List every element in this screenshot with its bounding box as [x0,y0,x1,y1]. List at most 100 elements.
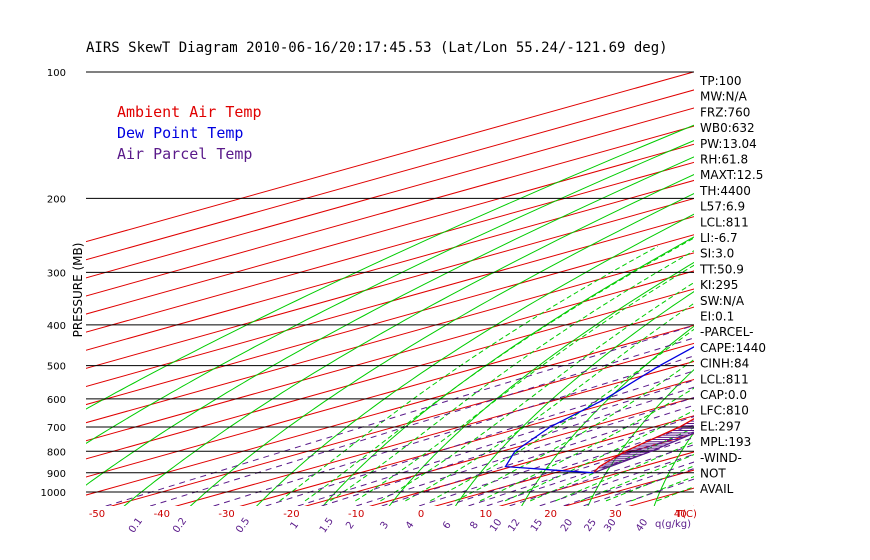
isotherm-line [86,270,694,442]
index-entry: LCL:811 [700,372,749,386]
mixing-ratio-label: 1 [289,520,302,532]
dry-adiabat-line [786,72,870,509]
mixing-ratio-line [354,397,694,506]
index-entry: MAXT:12.5 [700,168,763,182]
mixing-ratio-line [148,337,694,506]
index-entry: TT:50.9 [699,262,744,276]
bottom-temp-tick: -20 [283,509,299,520]
pressure-tick-label: 500 [47,362,66,373]
mixing-ratio-label: 20 [559,517,575,534]
index-entry: SI:3.0 [700,247,734,261]
mixing-ratio-label: 3 [379,520,392,532]
pressure-tick-label: 400 [47,321,66,332]
moist-adiabat-line [430,328,694,502]
mixing-ratio-label: 15 [529,517,545,534]
pressure-tick-label: 800 [47,447,66,458]
isotherm-line [239,379,694,506]
moist-adiabat-line [330,250,694,502]
dry-adiabat-line [256,213,694,506]
mixing-ratio-label: 1.5 [318,516,336,535]
bottom-temp-tick: 0 [418,509,424,520]
index-entry: LFC:810 [700,404,749,418]
mixing-ratio-label: 0.5 [234,516,252,535]
isotherm-line [86,234,694,406]
mixing-axis-label: q(g/kg) [655,519,691,530]
pressure-tick-label: 900 [47,469,66,480]
pressure-tick-label: 1000 [41,488,66,499]
index-entry: -WIND- [700,451,742,465]
mixing-ratio-label: 4 [404,520,417,532]
mixing-ratio-line [296,379,694,506]
isotherm-line [86,252,694,424]
moist-adiabat-line [555,441,694,502]
moist-adiabat-line [479,387,694,502]
bottom-temp-tick: 30 [609,509,622,520]
isotherm-line [86,288,694,460]
mixing-ratio-line [507,444,694,506]
legend-entry: Air Parcel Temp [117,145,252,163]
mixing-ratio-line [380,404,694,506]
index-entry: RH:61.8 [700,153,748,167]
index-entry: WB0:632 [700,121,755,135]
isotherm-line [86,161,694,333]
index-entry: NOT [700,467,726,481]
bottom-temp-tick: -40 [154,509,170,520]
legend: Ambient Air Temp Dew Point Temp Air Parcel… [117,103,262,163]
isotherm-line [86,216,694,387]
mixing-ratio-label: 40 [634,517,650,534]
moist-adiabat-line [304,237,694,502]
isobar-lines [86,71,694,493]
bottom-temp-tick: -50 [89,509,105,520]
mixing-ratio-line [264,370,694,506]
mixing-ratio-label: 8 [468,520,481,532]
index-entry: SW:N/A [700,294,745,308]
isotherm-line [628,487,694,506]
isotherm-line [174,360,694,506]
isotherm-line [86,306,694,478]
pressure-tick-label: 700 [47,423,66,434]
bottom-temperature-ticks: -50 -40 -30 -20 -10 0 10 20 30 40 [89,509,687,520]
pressure-tick-label: 200 [47,194,66,205]
mixing-ratio-label: 25 [583,517,599,534]
pressure-tick-labels: 100 200 300 400 500 600 700 800 900 1000 [41,68,66,499]
series-line [593,432,694,474]
index-entry: CINH:84 [700,357,749,371]
bottom-temp-tick: -30 [218,509,234,520]
index-entry: FRZ:760 [700,105,750,119]
index-entry: EL:297 [700,419,741,433]
isotherm-line [86,89,694,261]
index-entry: MPL:193 [700,435,751,449]
mixing-ratio-line [104,324,694,506]
isotherm-lines [86,72,694,506]
moist-adiabat-line [580,454,694,502]
mixing-ratio-label: 2 [344,520,357,532]
index-entry: LCL:811 [700,215,749,229]
pressure-tick-label: 600 [47,395,66,406]
mixing-ratio-label: 12 [506,517,522,534]
pressure-tick-label: 100 [47,68,66,79]
mixing-ratio-labels: 0.1 0.2 0.5 1 1.5 2 3 4 6 8 10 12 15 20 25 30 40 [127,516,650,535]
index-entry: CAPE:1440 [700,341,766,355]
index-entry: PW:13.04 [700,137,757,151]
moist-adiabat-line [405,302,694,502]
index-entry: TP:100 [699,74,742,88]
isotherm-line [86,125,694,297]
index-entry: -PARCEL- [700,325,754,339]
mixing-ratio-label: 0.1 [127,516,145,535]
moist-adiabat-line [656,486,694,502]
dry-adiabat-line [521,325,694,506]
mixing-ratio-line [212,355,694,506]
isotherm-line [86,179,694,351]
isotherm-line [369,415,694,506]
dry-adiabat-line [853,72,870,509]
chart-title: AIRS SkewT Diagram 2010-06-16/20:17:45.5… [86,40,668,56]
index-entry: L57:6.9 [700,200,745,214]
index-entry: AVAIL [700,482,734,496]
index-entry: TH:4400 [699,184,751,198]
index-entry: KI:295 [700,278,738,292]
isotherm-line [86,143,694,315]
isotherm-line [109,342,694,506]
bottom-temp-tick: 20 [544,509,557,520]
y-axis-label: PRESSURE (MB) [71,243,85,338]
index-entry: EI:0.1 [700,310,734,324]
